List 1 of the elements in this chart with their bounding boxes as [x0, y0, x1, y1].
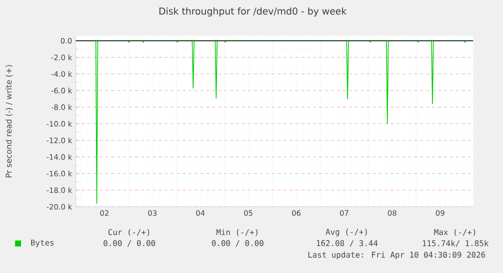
chart-title: Disk throughput for /dev/md0 - by week [159, 7, 347, 16]
